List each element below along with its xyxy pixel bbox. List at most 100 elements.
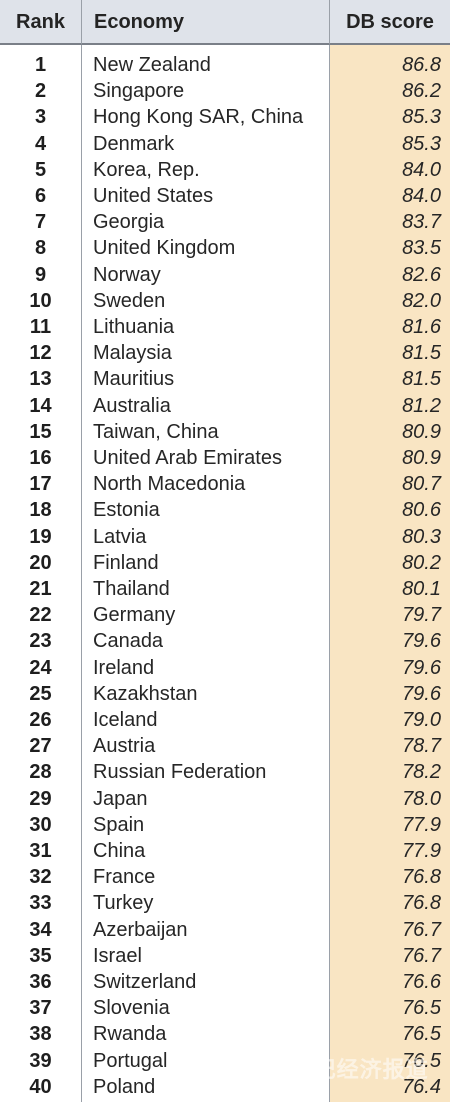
header-economy: Economy: [81, 0, 329, 45]
table-row: 32 France 76.8: [0, 864, 450, 890]
db-score-cell: 85.3: [402, 106, 441, 129]
economy-cell: Rwanda: [93, 1023, 167, 1046]
rank-cell: 24: [29, 656, 52, 679]
economy-cell: Japan: [93, 787, 148, 810]
db-score-cell: 80.6: [402, 499, 441, 522]
economy-cell: Singapore: [93, 80, 185, 103]
economy-cell: Taiwan, China: [93, 420, 219, 443]
table-row: 39 Portugal 76.5: [0, 1048, 450, 1074]
table-row: 6 United States 84.0: [0, 183, 450, 209]
table-row: 18 Estonia 80.6: [0, 497, 450, 523]
db-score-cell: 82.6: [402, 263, 441, 286]
table-row: 12 Malaysia 81.5: [0, 340, 450, 366]
table-row: 31 China 77.9: [0, 838, 450, 864]
table-row: 24 Ireland 79.6: [0, 655, 450, 681]
rank-cell: 39: [29, 1049, 52, 1072]
table-row: 26 Iceland 79.0: [0, 707, 450, 733]
table-row: 28 Russian Federation 78.2: [0, 759, 450, 785]
rank-cell: 15: [29, 420, 52, 443]
rank-cell: 30: [29, 813, 52, 836]
rank-cell: 40: [29, 1075, 52, 1098]
column-divider-economy: [329, 45, 330, 1102]
rank-cell: 5: [34, 158, 47, 181]
economy-cell: Switzerland: [93, 971, 197, 993]
rank-cell: 23: [29, 630, 52, 653]
table-row: 33 Turkey 76.8: [0, 890, 450, 916]
rank-cell: 6: [34, 185, 47, 207]
rank-cell: 7: [34, 211, 47, 234]
economy-cell: Azerbaijan: [93, 918, 188, 941]
rank-cell: 10: [29, 289, 52, 312]
rank-cell: 20: [29, 551, 52, 574]
db-score-cell: 85.3: [402, 132, 441, 155]
rank-cell: 2: [34, 80, 47, 103]
rank-cell: 21: [29, 578, 52, 600]
table-row: 36 Switzerland 76.6: [0, 969, 450, 995]
economy-cell: Latvia: [93, 525, 147, 548]
db-score-cell: 76.7: [402, 918, 441, 941]
rank-cell: 9: [34, 263, 47, 286]
rank-cell: 34: [29, 918, 52, 941]
economy-cell: Austria: [93, 735, 156, 758]
column-divider-rank: [81, 45, 82, 1102]
db-score-cell: 86.8: [402, 54, 441, 76]
db-score-cell: 80.2: [402, 551, 441, 574]
rank-cell: 29: [29, 787, 52, 810]
rank-cell: 28: [29, 761, 52, 784]
economy-cell: Ireland: [93, 656, 155, 679]
db-score-cell: 79.6: [402, 656, 441, 679]
db-score-cell: 77.9: [402, 840, 441, 862]
economy-cell: Israel: [93, 944, 142, 967]
db-score-cell: 81.5: [402, 342, 441, 365]
economy-cell: Norway: [93, 263, 161, 286]
rank-cell: 25: [29, 682, 52, 705]
table-row: 40 Poland 76.4: [0, 1074, 450, 1100]
economy-cell: Denmark: [93, 132, 175, 155]
table-row: 20 Finland 80.2: [0, 550, 450, 576]
rank-cell: 17: [29, 473, 52, 496]
rank-cell: 32: [29, 866, 52, 889]
rank-cell: 3: [34, 106, 47, 129]
economy-cell: United States: [93, 185, 214, 207]
rank-cell: 36: [29, 971, 52, 993]
table-row: 19 Latvia 80.3: [0, 524, 450, 550]
table-row: 13 Mauritius 81.5: [0, 366, 450, 392]
economy-cell: New Zealand: [93, 54, 211, 76]
table-row: 4 Denmark 85.3: [0, 131, 450, 157]
db-score-cell: 81.6: [402, 316, 441, 338]
economy-cell: Russian Federation: [93, 761, 267, 784]
header-rank: Rank: [0, 0, 81, 45]
db-score-cell: 84.0: [402, 185, 441, 207]
table-row: 8 United Kingdom 83.5: [0, 235, 450, 261]
economy-cell: Portugal: [93, 1049, 168, 1072]
db-score-cell: 76.5: [402, 997, 441, 1020]
table-row: 17 North Macedonia 80.7: [0, 471, 450, 497]
economy-cell: Canada: [93, 630, 164, 653]
table-row: 2 Singapore 86.2: [0, 78, 450, 104]
db-score-cell: 83.5: [402, 237, 441, 260]
table-row: 35 Israel 76.7: [0, 943, 450, 969]
economy-cell: Estonia: [93, 499, 160, 522]
db-score-cell: 80.9: [402, 420, 441, 443]
db-score-cell: 79.7: [402, 604, 441, 627]
watermark-text: 21世纪经济报道: [258, 1058, 429, 1083]
table-row: 21 Thailand 80.1: [0, 576, 450, 602]
rank-cell: 27: [29, 735, 52, 758]
table-row: 14 Australia 81.2: [0, 393, 450, 419]
table-row: 25 Kazakhstan 79.6: [0, 681, 450, 707]
db-score-cell: 76.7: [402, 944, 441, 967]
rank-cell: 14: [29, 394, 52, 417]
economy-cell: Poland: [93, 1075, 156, 1098]
economy-cell: France: [93, 866, 156, 889]
economy-cell: Slovenia: [93, 997, 170, 1020]
db-score-cell: 81.5: [402, 368, 441, 391]
rank-cell: 19: [29, 525, 52, 548]
rank-cell: 33: [29, 892, 52, 915]
db-score-cell: 76.4: [402, 1075, 441, 1098]
rank-cell: 18: [29, 499, 52, 522]
table-row: 34 Azerbaijan 76.7: [0, 917, 450, 943]
table-row: 7 Georgia 83.7: [0, 209, 450, 235]
db-score-cell: 76.5: [402, 1049, 441, 1072]
db-score-cell: 79.6: [402, 682, 441, 705]
